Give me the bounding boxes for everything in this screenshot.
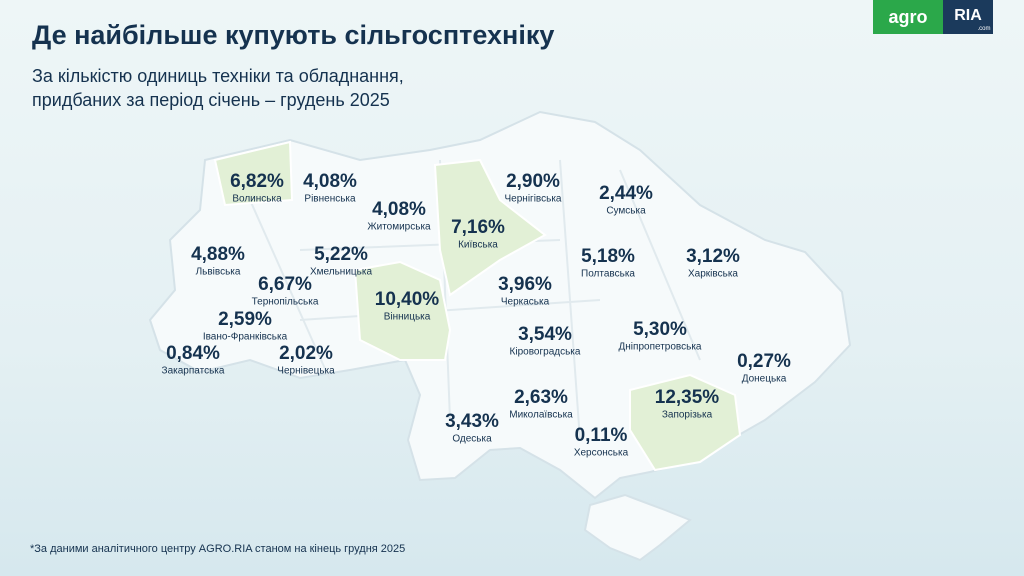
region-share: 2,02% [279,343,333,364]
region-share: 4,08% [303,171,357,192]
logo-ria: RIA [954,7,982,24]
region-name: Сумська [606,206,646,217]
highlighted-region [433,158,547,297]
region-name: Київська [458,240,498,251]
region-name: Хмельницька [310,267,372,278]
region-share: 5,30% [633,319,687,340]
region-share: 3,96% [498,274,552,295]
region-name: Донецька [742,374,787,385]
highlighted-region [213,140,294,207]
region-share: 0,27% [737,351,791,372]
logo-agro: agro [888,7,927,27]
subtitle: За кількістю одиниць техніки та обладнан… [32,66,404,86]
region-name: Одеська [452,434,492,445]
region-name: Херсонська [574,448,629,459]
region-borders [249,159,701,441]
region-share: 0,84% [166,343,220,364]
region-name: Черкаська [501,297,550,308]
logo-ria-bg [943,0,993,34]
region-name: Івано-Франківська [203,332,288,343]
map [148,110,852,562]
region-share: 3,12% [686,246,740,267]
crimea-outline [583,493,692,562]
title: Де найбільше купують сільгосптехніку [32,20,554,50]
region-share: 7,16% [451,217,505,238]
region-name: Львівська [196,267,241,278]
region-name: Кіровоградська [510,347,581,358]
region-share: 10,40% [375,289,440,310]
region-share: 6,67% [258,274,312,295]
region-share: 4,08% [372,199,426,220]
region-name: Чернівецька [277,366,335,377]
region-name: Вінницька [384,312,431,323]
region-share: 0,11% [575,425,628,446]
subtitle: придбаних за період січень – грудень 202… [32,90,390,110]
region-share: 2,59% [218,309,272,330]
region-name: Дніпропетровська [619,342,702,353]
region-name: Миколаївська [509,410,573,421]
region-name: Рівненська [304,194,356,205]
highlighted-region [629,373,742,472]
footnote: *За даними аналітичного центру AGRO.RIA … [30,543,406,555]
region-share: 5,18% [581,246,635,267]
region-share: 4,88% [191,244,245,265]
region-name: Тернопільська [252,297,319,308]
logo-com: .com [977,26,990,32]
region-name: Запорізька [662,410,713,421]
region-share: 3,43% [445,411,499,432]
highlighted-region [353,260,452,361]
region-share: 3,54% [518,324,572,345]
region-share: 2,44% [599,183,653,204]
region-name: Волинська [232,194,282,205]
region-share: 12,35% [655,387,720,408]
region-share: 2,63% [514,387,568,408]
region-share: 6,82% [230,171,284,192]
region-name: Житомирська [367,222,431,233]
region-name: Харківська [688,269,738,280]
region-share: 2,90% [506,171,560,192]
logo-agro-bg [873,0,943,34]
region-name: Закарпатська [162,366,225,377]
region-name: Полтавська [581,269,635,280]
region-name: Чернігівська [505,194,562,205]
region-share: 5,22% [314,244,368,265]
